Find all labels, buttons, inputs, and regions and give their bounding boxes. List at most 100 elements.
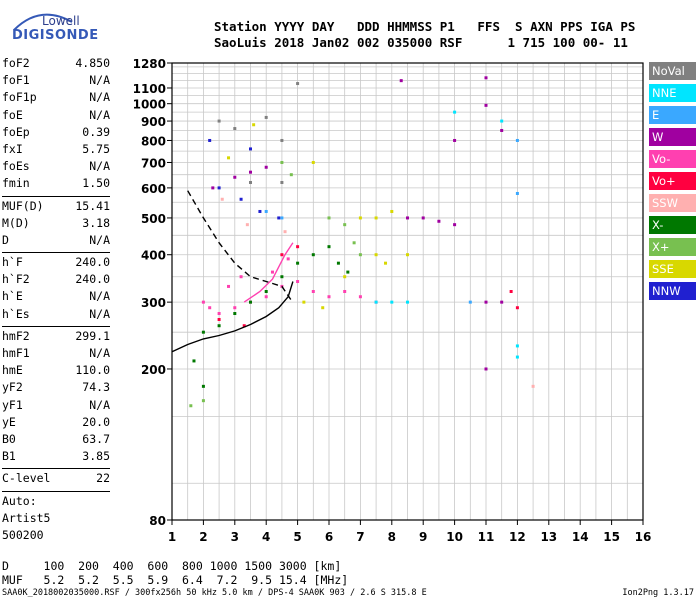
echo-point — [201, 399, 205, 403]
param-key: B0 — [2, 431, 16, 446]
y-tick-label: 1280 — [133, 57, 166, 71]
param-key: foEs — [2, 159, 30, 174]
echo-point — [208, 138, 212, 142]
profile-curve — [243, 242, 294, 303]
legend-item: NNE — [649, 84, 696, 102]
echo-point — [437, 219, 441, 223]
echo-point — [453, 223, 457, 227]
plot-frame — [171, 62, 644, 521]
param-key: h`F2 — [2, 272, 30, 287]
digisonde-logo: Lowell DIGISONDE — [10, 8, 130, 48]
echo-point — [227, 156, 231, 160]
echo-point — [390, 300, 394, 304]
echo-point — [280, 216, 284, 220]
echo-point — [245, 223, 249, 227]
echo-point — [217, 324, 221, 328]
param-separator — [2, 195, 110, 197]
param-key: hmE — [2, 363, 23, 378]
echo-point — [509, 290, 513, 293]
param-value: 1.50 — [82, 176, 110, 191]
echo-point — [258, 209, 262, 213]
auto-scaling-line: Artist5 — [2, 510, 51, 525]
echo-point — [296, 245, 300, 249]
y-tick-label: 700 — [141, 156, 166, 170]
legend-item: E — [649, 106, 696, 124]
echo-point — [249, 180, 252, 184]
echo-point — [406, 300, 409, 304]
echo-point — [264, 295, 268, 299]
legend-item: X+ — [649, 238, 696, 256]
echo-point — [270, 270, 274, 274]
echo-point — [280, 253, 284, 257]
param-row: MUF(D) 15.41 — [2, 199, 110, 216]
echo-point — [500, 119, 504, 123]
legend-item: NoVal — [649, 62, 696, 80]
param-value: 240.0 — [75, 255, 110, 270]
echo-point — [296, 82, 300, 86]
y-tick-label: 200 — [141, 363, 166, 377]
param-separator — [2, 252, 110, 254]
param-row: foF1 N/A — [2, 73, 110, 90]
echo-point — [484, 103, 488, 107]
param-row: h`Es N/A — [2, 307, 110, 324]
auto-scaling-line: 500200 — [2, 527, 44, 542]
param-row: fmin 1.50 — [2, 176, 110, 193]
logo-text-lowell: Lowell — [42, 14, 80, 28]
echo-point — [500, 128, 504, 132]
echo-point — [343, 290, 347, 293]
param-row: yF1 N/A — [2, 398, 110, 415]
x-tick-label: 15 — [603, 530, 620, 544]
echo-point — [484, 367, 488, 371]
echo-point — [217, 119, 221, 123]
polarization-legend: NoVal NNE E W Vo- Vo+ SSW X- X+ SSE NNW — [649, 62, 696, 304]
echo-point — [352, 241, 356, 245]
echo-point — [406, 216, 409, 220]
echo-point — [249, 147, 252, 151]
echo-point — [374, 216, 378, 220]
echo-point — [453, 138, 457, 142]
echo-point — [280, 275, 284, 279]
x-tick-label: 2 — [199, 530, 207, 544]
echo-point — [227, 284, 231, 288]
x-tick-label: 3 — [231, 530, 239, 544]
echo-point — [468, 300, 472, 304]
echo-point — [264, 115, 268, 119]
param-value: 20.0 — [82, 414, 110, 429]
param-key: hmF1 — [2, 346, 30, 360]
param-value: 15.41 — [75, 198, 110, 213]
echo-point — [296, 280, 300, 284]
param-row: h`F2 240.0 — [2, 272, 110, 289]
x-tick-label: 11 — [478, 530, 495, 544]
echo-point — [358, 295, 362, 299]
muf-table: D 100 200 400 600 800 1000 1500 3000 [km… — [2, 559, 348, 587]
param-key: M(D) — [2, 215, 30, 230]
legend-item: W — [649, 128, 696, 146]
header-line-2: SaoLuis 2018 Jan02 002 035000 RSF 1 715 … — [214, 35, 628, 50]
x-tick-label: 9 — [419, 530, 427, 544]
echo-point — [311, 160, 315, 164]
echo-point — [242, 324, 246, 328]
param-key: MUF(D) — [2, 198, 44, 213]
echo-point — [358, 216, 362, 220]
echo-point — [515, 344, 519, 348]
param-row: C-level 22 — [2, 471, 110, 488]
echo-point — [484, 300, 488, 304]
echo-point — [233, 312, 237, 316]
echo-point — [233, 175, 237, 179]
param-row: foF1p N/A — [2, 90, 110, 107]
file-footer: SAA0K_2018002035000.RSF / 300fx256h 50 k… — [2, 588, 427, 598]
y-tick-label: 800 — [141, 134, 166, 148]
param-key: foEp — [2, 124, 30, 139]
x-tick-label: 4 — [262, 530, 270, 544]
header-line-1: Station YYYY DAY DDD HHMMSS P1 FFS S AXN… — [214, 19, 636, 34]
param-separator — [2, 468, 110, 470]
param-row: foE N/A — [2, 108, 110, 125]
param-value: 3.85 — [82, 449, 110, 464]
echo-point — [233, 127, 237, 131]
logo-arc-icon — [13, 13, 73, 31]
echo-point — [336, 261, 340, 265]
echo-point — [239, 275, 243, 279]
echo-point — [201, 300, 205, 304]
param-row: foEp 0.39 — [2, 125, 110, 142]
param-row: hmF2 299.1 — [2, 329, 110, 346]
